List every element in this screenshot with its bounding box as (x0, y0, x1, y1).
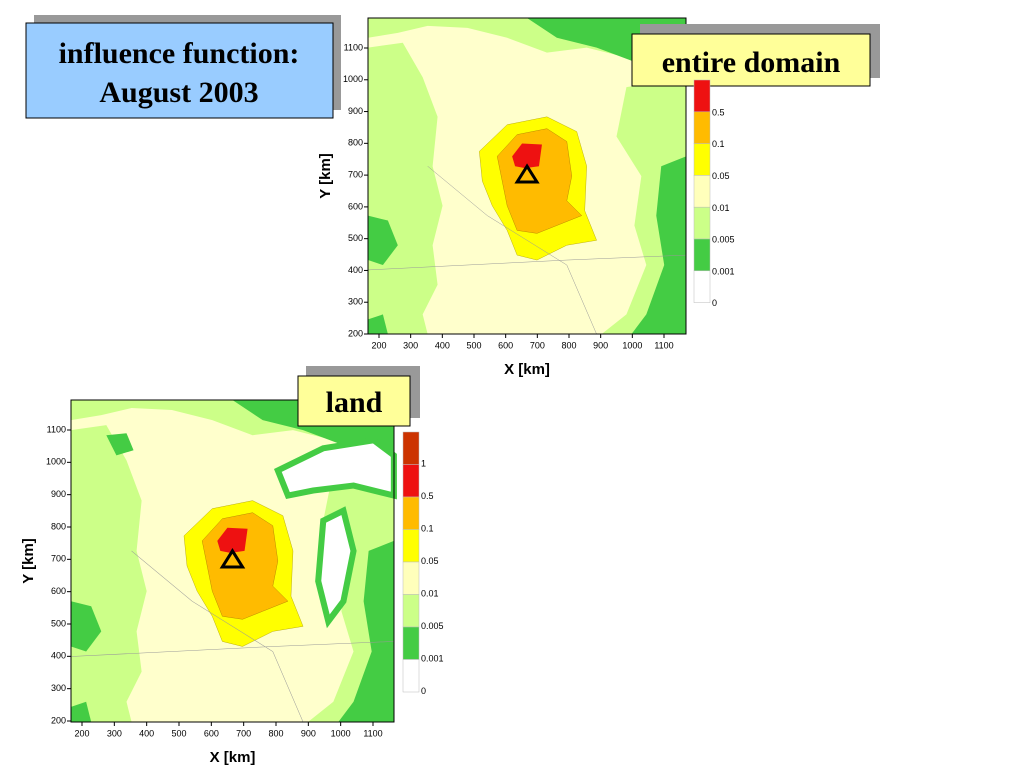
x-tick-label: 200 (74, 728, 89, 738)
y-tick-label: 700 (348, 169, 363, 179)
x-tick-label: 1100 (654, 340, 673, 350)
x-tick-label: 900 (593, 340, 608, 350)
label-box (631, 33, 871, 87)
y-tick-label: 1000 (343, 74, 363, 84)
panel-label: entire domain (662, 46, 841, 79)
colorbar-segment (402, 431, 420, 465)
y-tick-label: 700 (51, 554, 66, 564)
colorbar-label: 0.05 (712, 171, 730, 181)
x-tick-label: 400 (435, 340, 450, 350)
y-tick-label: 500 (348, 233, 363, 243)
colorbar-segment (402, 464, 420, 498)
colorbar-segment (402, 659, 420, 693)
x-axis-label: X [km] (504, 361, 550, 378)
colorbar-segment (402, 496, 420, 530)
y-tick-label: 900 (51, 489, 66, 499)
title-line: influence function: (59, 37, 300, 70)
colorbar-segment (693, 175, 711, 208)
x-tick-label: 200 (371, 340, 386, 350)
y-axis-label: Y [km] (317, 153, 334, 199)
map-bottom (71, 400, 397, 722)
x-tick-label: 500 (171, 728, 186, 738)
x-tick-label: 800 (561, 340, 576, 350)
colorbar-label: 0.1 (712, 139, 725, 149)
y-tick-label: 1100 (344, 42, 363, 52)
label-box (297, 375, 411, 427)
colorbar-segment (693, 79, 711, 113)
colorbar-label: 0.01 (712, 203, 730, 213)
colorbar-segment (402, 529, 420, 563)
y-tick-label: 400 (51, 651, 66, 661)
x-tick-label: 700 (530, 340, 545, 350)
colorbar-segment (693, 270, 711, 303)
y-tick-label: 300 (348, 297, 363, 307)
colorbar-segment (693, 111, 711, 144)
y-tick-label: 500 (51, 618, 66, 628)
y-tick-label: 1000 (46, 457, 66, 467)
colorbar-label: 0 (421, 686, 426, 696)
x-tick-label: 1000 (331, 728, 351, 738)
x-tick-label: 300 (403, 340, 418, 350)
colorbar-label: 0.5 (421, 491, 434, 501)
y-tick-label: 300 (51, 683, 66, 693)
plot-frame (70, 399, 395, 723)
title-line: August 2003 (99, 76, 258, 109)
colorbar-label: 1 (421, 458, 426, 468)
colorbar-segment (402, 626, 420, 660)
colorbar-label: 0.001 (421, 653, 444, 663)
y-tick-label: 900 (348, 106, 363, 116)
x-tick-label: 400 (139, 728, 154, 738)
y-tick-label: 200 (348, 328, 363, 338)
colorbar-label: 0.05 (421, 556, 439, 566)
x-tick-label: 1000 (622, 340, 642, 350)
y-tick-label: 400 (348, 265, 363, 275)
colorbar-segment (402, 561, 420, 595)
colorbar-segment (693, 206, 711, 240)
colorbar-label: 0.01 (421, 588, 439, 598)
title-box (25, 22, 334, 119)
x-tick-label: 500 (466, 340, 481, 350)
x-tick-label: 600 (498, 340, 513, 350)
x-tick-label: 900 (301, 728, 316, 738)
colorbar-segment (693, 238, 711, 272)
y-tick-label: 200 (51, 715, 66, 725)
plot-frame (367, 17, 687, 335)
x-axis-label: X [km] (210, 749, 256, 766)
x-tick-label: 300 (107, 728, 122, 738)
x-tick-label: 700 (236, 728, 251, 738)
colorbar-label: 0.1 (421, 523, 434, 533)
y-tick-label: 600 (51, 586, 66, 596)
y-tick-label: 800 (51, 521, 66, 531)
y-tick-label: 1100 (47, 424, 66, 434)
y-axis-label: Y [km] (20, 538, 37, 584)
x-tick-label: 1100 (363, 728, 382, 738)
y-tick-label: 800 (348, 138, 363, 148)
y-tick-label: 600 (348, 201, 363, 211)
colorbar-segment (693, 143, 711, 176)
colorbar-label: 0.005 (421, 621, 444, 631)
colorbar-label: 0.005 (712, 235, 735, 245)
colorbar-label: 0.5 (712, 107, 725, 117)
panel-label: land (326, 386, 383, 419)
x-tick-label: 800 (268, 728, 283, 738)
colorbar-label: 0 (712, 298, 717, 308)
colorbar-segment (402, 594, 420, 628)
colorbar-label: 0.001 (712, 266, 735, 276)
x-tick-label: 600 (204, 728, 219, 738)
